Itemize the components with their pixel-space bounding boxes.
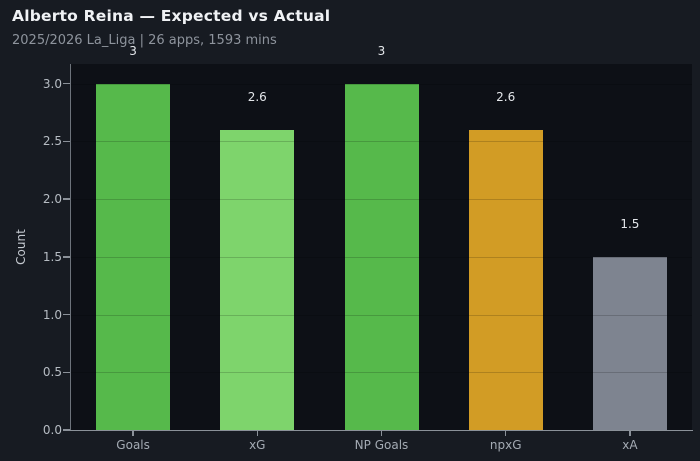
y-tick-mark-0.5 <box>63 371 70 374</box>
bar-np-goals <box>344 83 419 430</box>
gridline-1.5 <box>71 256 692 258</box>
gridline-0.5 <box>71 372 692 374</box>
y-tick-label-3.0: 3.0 <box>42 76 62 91</box>
chart-subtitle: 2025/2026 La_Liga | 26 apps, 1593 mins <box>12 33 277 48</box>
x-tick-label-goals: Goals <box>116 438 150 452</box>
x-tick-mark-goals <box>132 431 134 436</box>
chart-title: Alberto Reina — Expected vs Actual <box>12 7 331 25</box>
x-axis-spine <box>64 429 693 431</box>
y-tick-mark-3.0 <box>63 82 70 85</box>
x-tick-mark-np-goals <box>380 431 383 436</box>
bar-chart-plot-area: 3 2.6 3 2.6 1.5 <box>71 44 692 430</box>
y-tick-mark-1.0 <box>63 313 70 316</box>
y-tick-mark-1.5 <box>63 256 70 258</box>
x-tick-label-npxg: npxG <box>489 438 522 452</box>
y-tick-label-2.0: 2.0 <box>42 192 62 207</box>
y-tick-label-2.5: 2.5 <box>42 134 62 149</box>
bar-goals <box>96 83 171 430</box>
x-tick-label-xg: xG <box>249 438 266 452</box>
x-tick-mark-xa <box>629 431 631 436</box>
y-tick-label-1.5: 1.5 <box>42 249 62 264</box>
bar-xa <box>592 256 667 430</box>
bar-value-label-np-goals: 3 <box>377 43 386 58</box>
x-tick-label-np-goals: NP Goals <box>354 438 409 452</box>
gridline-2.5 <box>71 141 692 143</box>
y-tick-label-1.0: 1.0 <box>42 307 62 322</box>
y-tick-label-0.5: 0.5 <box>42 365 62 380</box>
bar-value-label-goals: 3 <box>129 43 137 58</box>
gridline-3 <box>71 83 692 85</box>
y-axis-spine <box>69 64 71 430</box>
bar-value-label-xa: 1.5 <box>620 216 640 231</box>
gridline-1 <box>71 314 692 316</box>
y-tick-mark-0.0 <box>63 429 70 431</box>
x-tick-label-xa: xA <box>622 438 638 452</box>
bar-npxg <box>468 129 543 430</box>
y-tick-label-0.0: 0.0 <box>42 423 62 437</box>
y-tick-mark-2.5 <box>63 140 70 143</box>
x-tick-mark-xg <box>256 431 259 436</box>
x-tick-mark-npxg <box>504 431 507 436</box>
gridline-2 <box>71 199 692 201</box>
bar-xg <box>220 129 295 430</box>
y-tick-mark-2.0 <box>63 198 70 200</box>
bar-value-label-npxg: 2.6 <box>496 89 516 104</box>
bar-value-label-xg: 2.6 <box>247 89 267 104</box>
